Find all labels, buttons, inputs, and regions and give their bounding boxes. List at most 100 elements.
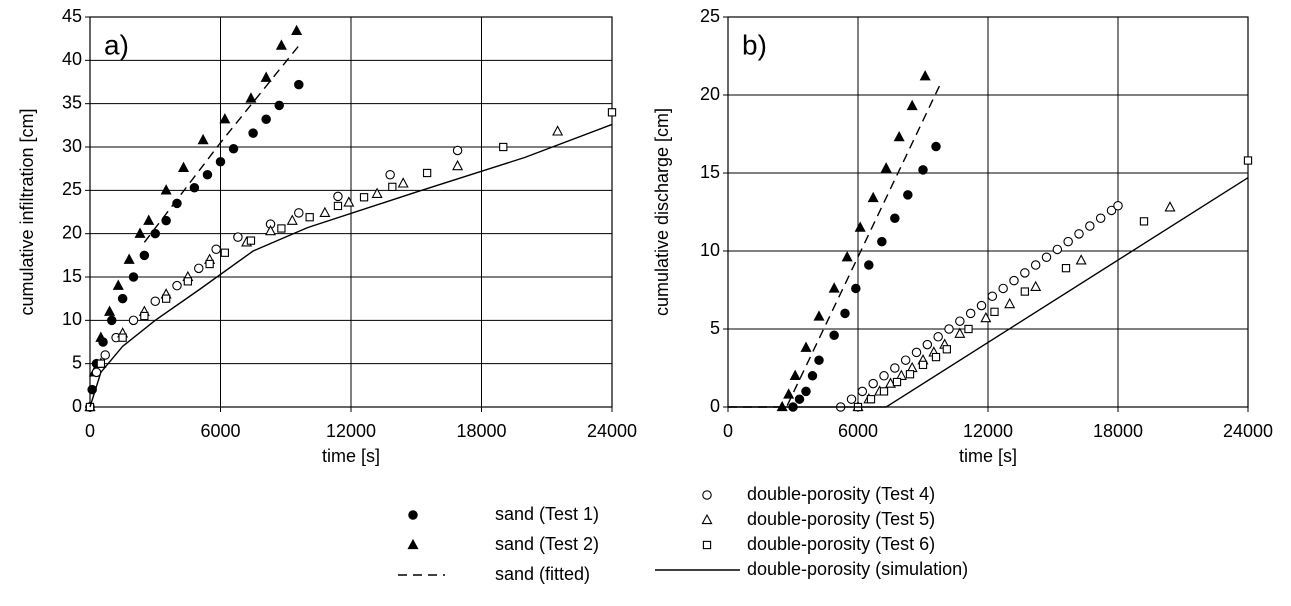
point [499,142,508,152]
point [840,308,850,319]
y-tick-label: 5 [710,318,720,338]
y-tick-label: 20 [700,84,720,104]
point [1243,156,1253,165]
point [407,538,419,550]
point [183,277,193,286]
point [890,363,900,373]
point [294,208,304,218]
point [890,213,900,223]
point [260,71,272,82]
x-tick-label: 6000 [200,421,240,441]
x-tick-label: 0 [85,421,95,441]
point [828,282,840,293]
legend-label: double-porosity (Test 5) [747,509,935,529]
point [305,213,314,222]
legend-label: double-porosity (Test 6) [747,534,935,554]
point [100,350,110,360]
point [854,221,866,232]
point [903,190,913,200]
point [814,355,824,365]
y-tick-label: 15 [700,162,720,182]
panel-label: a) [104,29,129,60]
point [397,177,409,188]
point [607,108,617,117]
point [1030,260,1041,270]
point [359,193,369,202]
point [1085,221,1095,231]
legend-label: sand (fitted) [495,564,590,584]
point [275,39,287,50]
legend-label: sand (Test 1) [495,504,599,524]
point [1041,252,1052,262]
point [215,156,226,167]
legend-label: double-porosity (simulation) [747,559,968,579]
point [161,294,171,303]
x-tick-label: 24000 [1223,421,1273,441]
point [194,263,204,274]
point [150,296,161,307]
point [905,370,915,379]
point [919,70,931,81]
point [197,133,209,145]
y-tick-label: 10 [700,240,720,260]
series-line [89,123,613,408]
point [976,300,987,311]
point [879,371,889,381]
point [1095,213,1106,223]
point [160,184,172,195]
point [219,113,231,124]
point [702,490,712,500]
legend-label: sand (Test 2) [495,534,599,554]
point [880,162,892,173]
point [868,378,878,389]
point [294,79,304,90]
y-tick-label: 45 [62,6,82,26]
point [942,345,951,354]
x-tick-label: 12000 [326,421,376,441]
x-tick-label: 18000 [1093,421,1143,441]
point [246,236,256,245]
point [202,169,213,180]
y-tick-label: 40 [62,49,82,69]
point [1074,229,1084,239]
point [933,332,943,342]
y-tick-label: 35 [62,92,82,112]
x-tick-label: 6000 [838,421,878,441]
y-tick-label: 20 [62,222,82,242]
plot-frame [727,16,1249,408]
point [879,387,889,396]
point [388,182,397,192]
point [261,114,271,125]
point [813,310,825,321]
series-line [728,177,1249,408]
x-axis-title: time [s] [322,446,380,466]
point [1164,201,1176,212]
point [1106,205,1117,216]
point [944,324,954,334]
point [265,224,277,236]
x-tick-label: 12000 [963,421,1013,441]
point [801,386,811,397]
point [1113,201,1123,211]
point [807,371,818,381]
x-tick-label: 18000 [456,421,506,441]
point [371,187,383,198]
point [233,232,243,242]
point [385,169,395,180]
point [140,311,149,321]
point [965,308,976,319]
point [955,316,965,326]
point [918,360,928,370]
point [900,355,911,365]
point [906,99,918,111]
y-tick-label: 0 [710,396,720,416]
point [319,206,331,218]
y-tick-label: 25 [62,179,82,199]
point [702,540,712,550]
point [1139,217,1149,226]
point [291,24,303,36]
point [783,388,795,399]
point [789,369,801,380]
point [1020,287,1029,296]
point [1063,236,1073,247]
